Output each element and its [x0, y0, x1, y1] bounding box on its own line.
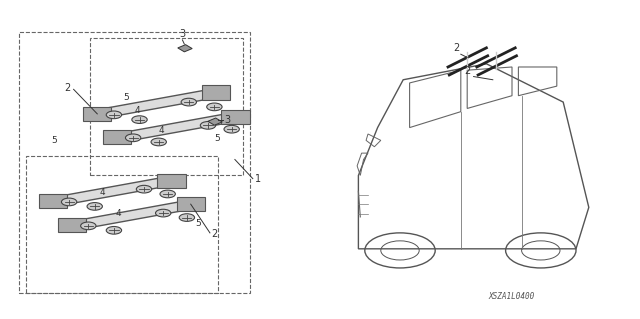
Text: 1: 1 [255, 174, 261, 184]
Text: 3: 3 [179, 29, 186, 39]
Text: 2: 2 [64, 83, 70, 93]
Circle shape [179, 214, 195, 221]
Polygon shape [221, 110, 250, 124]
Text: 5: 5 [196, 219, 201, 228]
Text: 2: 2 [464, 66, 470, 76]
Text: 5: 5 [215, 134, 220, 143]
Text: 4: 4 [116, 209, 121, 218]
Text: 2: 2 [453, 43, 460, 53]
Circle shape [200, 122, 216, 129]
Polygon shape [157, 174, 186, 188]
Text: 4: 4 [159, 126, 164, 135]
Circle shape [61, 198, 77, 206]
Text: XSZA1L0400: XSZA1L0400 [489, 292, 535, 301]
Circle shape [106, 226, 122, 234]
Polygon shape [178, 45, 192, 52]
Text: 5: 5 [52, 136, 57, 145]
Polygon shape [58, 218, 86, 232]
Text: 5: 5 [124, 93, 129, 102]
Circle shape [81, 222, 96, 230]
Polygon shape [68, 200, 195, 230]
Circle shape [125, 134, 141, 142]
Polygon shape [103, 130, 131, 144]
Polygon shape [113, 113, 239, 143]
Text: 4: 4 [135, 106, 140, 115]
Circle shape [106, 111, 122, 119]
Polygon shape [83, 107, 111, 121]
Circle shape [87, 203, 102, 210]
Polygon shape [177, 197, 205, 211]
Polygon shape [49, 176, 175, 206]
Text: 3: 3 [224, 115, 230, 125]
Circle shape [207, 103, 222, 111]
Circle shape [160, 190, 175, 198]
Polygon shape [202, 85, 230, 100]
Circle shape [132, 116, 147, 123]
Circle shape [224, 125, 239, 133]
Circle shape [181, 98, 196, 106]
Polygon shape [39, 194, 67, 208]
Circle shape [136, 185, 152, 193]
Text: 2: 2 [211, 229, 218, 240]
Polygon shape [93, 89, 220, 119]
Polygon shape [208, 118, 222, 125]
Circle shape [156, 209, 171, 217]
Circle shape [151, 138, 166, 146]
Text: 4: 4 [100, 189, 105, 197]
